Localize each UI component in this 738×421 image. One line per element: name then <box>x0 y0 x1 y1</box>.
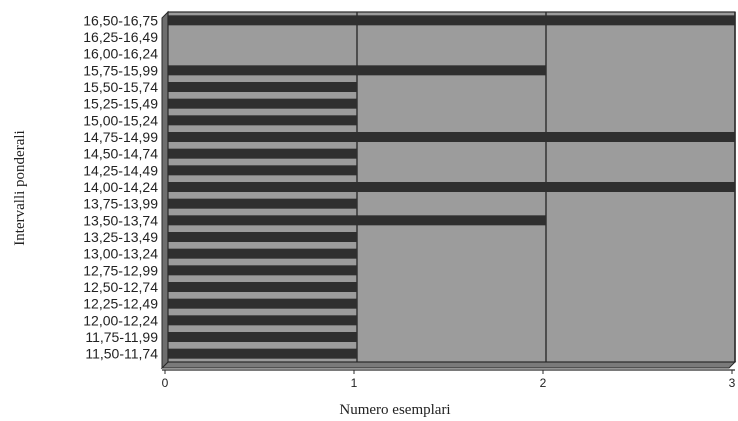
y-tick-label: 14,25-14,49 <box>83 162 158 178</box>
y-tick-label: 12,50-12,74 <box>83 279 158 295</box>
bar-12,75-12,99 <box>168 265 357 276</box>
y-tick-label: 16,25-16,49 <box>83 29 158 45</box>
bar-13,75-13,99 <box>168 198 357 209</box>
y-tick-label: 13,75-13,99 <box>83 196 158 212</box>
y-tick-label: 16,50-16,75 <box>83 12 158 28</box>
bar-15,25-15,49 <box>168 98 357 109</box>
bar-14,00-14,24 <box>168 182 735 192</box>
bar-15,50-15,74 <box>168 82 357 92</box>
y-tick-label: 13,00-13,24 <box>83 246 158 262</box>
y-tick-label: 16,00-16,24 <box>83 46 158 62</box>
x-tick-label: 2 <box>540 376 547 390</box>
bar-14,25-14,49 <box>168 165 357 176</box>
y-tick-labels: 16,50-16,7516,25-16,4916,00-16,2415,75-1… <box>83 12 158 361</box>
plot-area <box>160 10 737 370</box>
bar-14,50-14,74 <box>168 148 357 159</box>
plot-floor <box>160 361 737 369</box>
bar-13,50-13,74 <box>168 215 546 226</box>
bar-15,00-15,24 <box>168 115 357 126</box>
y-tick-label: 11,50-11,74 <box>85 346 158 362</box>
y-tick-label: 12,00-12,24 <box>83 312 158 328</box>
y-tick-label: 13,50-13,74 <box>83 212 158 228</box>
y-tick-label: 13,25-13,49 <box>83 229 158 245</box>
y-tick-label: 15,00-15,24 <box>83 112 158 128</box>
x-axis-title: Numero esemplari <box>339 402 450 418</box>
y-tick-label: 14,50-14,74 <box>83 146 158 162</box>
y-axis-title: Intervalli ponderali <box>12 130 28 245</box>
x-tick-labels: 0 1 2 3 <box>162 369 736 390</box>
bar-11,75-11,99 <box>168 332 357 342</box>
y-tick-label: 12,75-12,99 <box>83 262 158 278</box>
y-tick-label: 11,75-11,99 <box>85 329 158 345</box>
bar-12,25-12,49 <box>168 298 357 309</box>
bar-11,50-11,74 <box>168 348 357 359</box>
bar-14,75-14,99 <box>168 132 735 142</box>
plot-frame <box>167 11 736 363</box>
y-tick-label: 14,75-14,99 <box>83 129 158 145</box>
x-tick-label: 0 <box>162 376 169 390</box>
y-tick-label: 15,25-15,49 <box>83 96 158 112</box>
bar-15,75-15,99 <box>168 65 546 76</box>
bar-13,00-13,24 <box>168 248 357 259</box>
plot-left-wall <box>161 10 169 370</box>
y-tick-label: 15,75-15,99 <box>83 62 158 78</box>
bar-12,00-12,24 <box>168 315 357 326</box>
x-tick-label: 3 <box>729 376 736 390</box>
y-tick-label: 12,25-12,49 <box>83 296 158 312</box>
y-tick-label: 15,50-15,74 <box>83 79 158 95</box>
y-tick-label: 14,00-14,24 <box>83 179 158 195</box>
bar-16,50-16,75 <box>168 15 735 26</box>
bar-12,50-12,74 <box>168 282 357 292</box>
bar-13,25-13,49 <box>168 232 357 242</box>
x-tick-label: 1 <box>351 376 358 390</box>
